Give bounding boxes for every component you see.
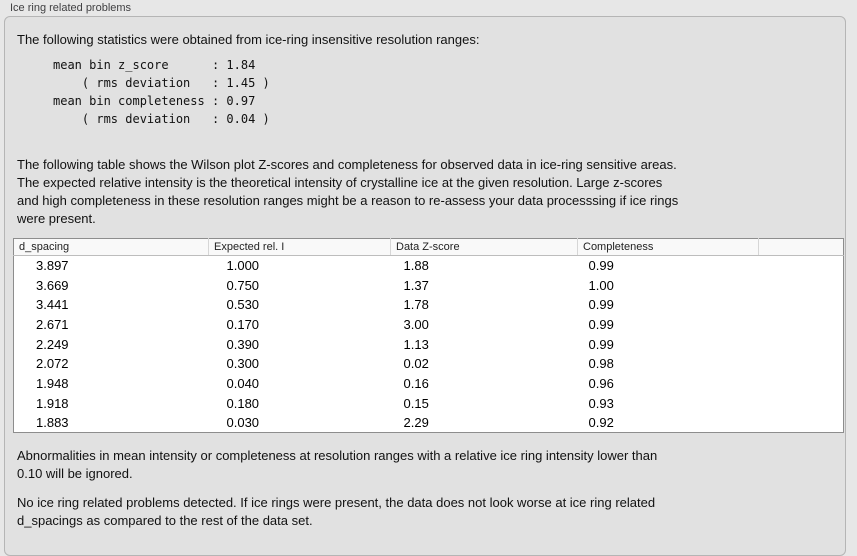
table-cell: [759, 413, 844, 433]
table-cell: 3.669: [36, 277, 69, 293]
table-row[interactable]: 1.918 0.180 0.15 0.93: [14, 393, 844, 413]
table-cell: [759, 393, 844, 413]
table-cell: 2.29: [403, 415, 429, 431]
table-cell: 3.00: [403, 316, 429, 332]
stats-block: mean bin z_score : 1.84 ( rms deviation …: [53, 58, 270, 126]
table-cell: 3.441: [36, 297, 69, 313]
column-header-d-spacing[interactable]: d_spacing: [13, 238, 209, 256]
table-cell: 0.99: [588, 316, 614, 332]
table-cell: 1.13: [403, 336, 429, 352]
table-cell: 1.00: [588, 277, 614, 293]
ice-ring-groupbox: The following statistics were obtained f…: [4, 16, 846, 556]
table-cell: 2.671: [36, 316, 69, 332]
table-cell: 1.78: [403, 297, 429, 313]
table-cell: 0.300: [226, 356, 260, 372]
table-cell: 0.390: [226, 336, 260, 352]
table-cell: [759, 374, 844, 394]
table-row[interactable]: 3.669 0.750 1.37 1.00: [14, 275, 844, 295]
table-cell: 1.88: [403, 258, 429, 274]
table-cell: 1.000: [226, 258, 260, 274]
table-cell: 1.918: [36, 395, 69, 411]
table-cell: 0.99: [588, 297, 614, 313]
table-cell: 2.249: [36, 336, 69, 352]
table-body: 3.897 1.000 1.88 0.99 3.669 0.750 1.37 1.00 3.44…: [14, 256, 844, 433]
table-cell: 0.96: [588, 375, 614, 391]
table-cell: 0.16: [403, 375, 429, 391]
table-cell: [759, 256, 844, 276]
intro-text: The following statistics were obtained f…: [17, 32, 480, 47]
panel-title: Ice ring related problems: [10, 2, 132, 14]
table-row[interactable]: 2.072 0.300 0.02 0.98: [14, 354, 844, 374]
table-cell: 0.99: [588, 258, 614, 274]
column-header-completeness[interactable]: Completeness: [577, 238, 759, 256]
table-cell: 0.98: [588, 356, 614, 372]
column-header-data-z-score[interactable]: Data Z-score: [390, 238, 578, 256]
table-cell: 0.040: [226, 375, 260, 391]
column-header-expected-rel-i[interactable]: Expected rel. I: [208, 238, 391, 256]
table-cell: 0.530: [226, 297, 260, 313]
table-row[interactable]: 1.948 0.040 0.16 0.96: [14, 374, 844, 394]
table-cell: 1.883: [36, 415, 69, 431]
table-row[interactable]: 3.897 1.000 1.88 0.99: [14, 256, 844, 276]
table-cell: 0.92: [588, 415, 614, 431]
table-cell: [759, 334, 844, 354]
table-cell: [759, 315, 844, 335]
table-cell: [759, 275, 844, 295]
table-cell: 0.02: [403, 356, 429, 372]
table-cell: 0.750: [226, 277, 260, 293]
conclusion-text: No ice ring related problems detected. I…: [17, 495, 656, 529]
table-row[interactable]: 3.441 0.530 1.78 0.99: [14, 295, 844, 315]
table-cell: 0.030: [226, 415, 260, 431]
table-row[interactable]: 1.883 0.030 2.29 0.92: [14, 413, 844, 433]
table-cell: 3.897: [36, 258, 69, 274]
ice-ring-table: d_spacing Expected rel. I Data Z-score C…: [13, 238, 844, 434]
table-description: The following table shows the Wilson plo…: [17, 157, 679, 226]
table-row[interactable]: 2.249 0.390 1.13 0.99: [14, 334, 844, 354]
table-cell: 0.99: [588, 336, 614, 352]
table-cell: [759, 295, 844, 315]
table-cell: 0.15: [403, 395, 429, 411]
table-cell: [759, 354, 844, 374]
table-cell: 2.072: [36, 356, 69, 372]
column-header-empty[interactable]: [758, 238, 844, 256]
table-cell: 0.170: [226, 316, 260, 332]
table-row[interactable]: 2.671 0.170 3.00 0.99: [14, 315, 844, 335]
table-header-row: d_spacing Expected rel. I Data Z-score C…: [13, 238, 844, 256]
ignore-note-text: Abnormalities in mean intensity or compl…: [17, 448, 658, 482]
table-cell: 1.37: [403, 277, 429, 293]
table-cell: 0.93: [588, 395, 614, 411]
table-cell: 1.948: [36, 375, 69, 391]
table-cell: 0.180: [226, 395, 260, 411]
